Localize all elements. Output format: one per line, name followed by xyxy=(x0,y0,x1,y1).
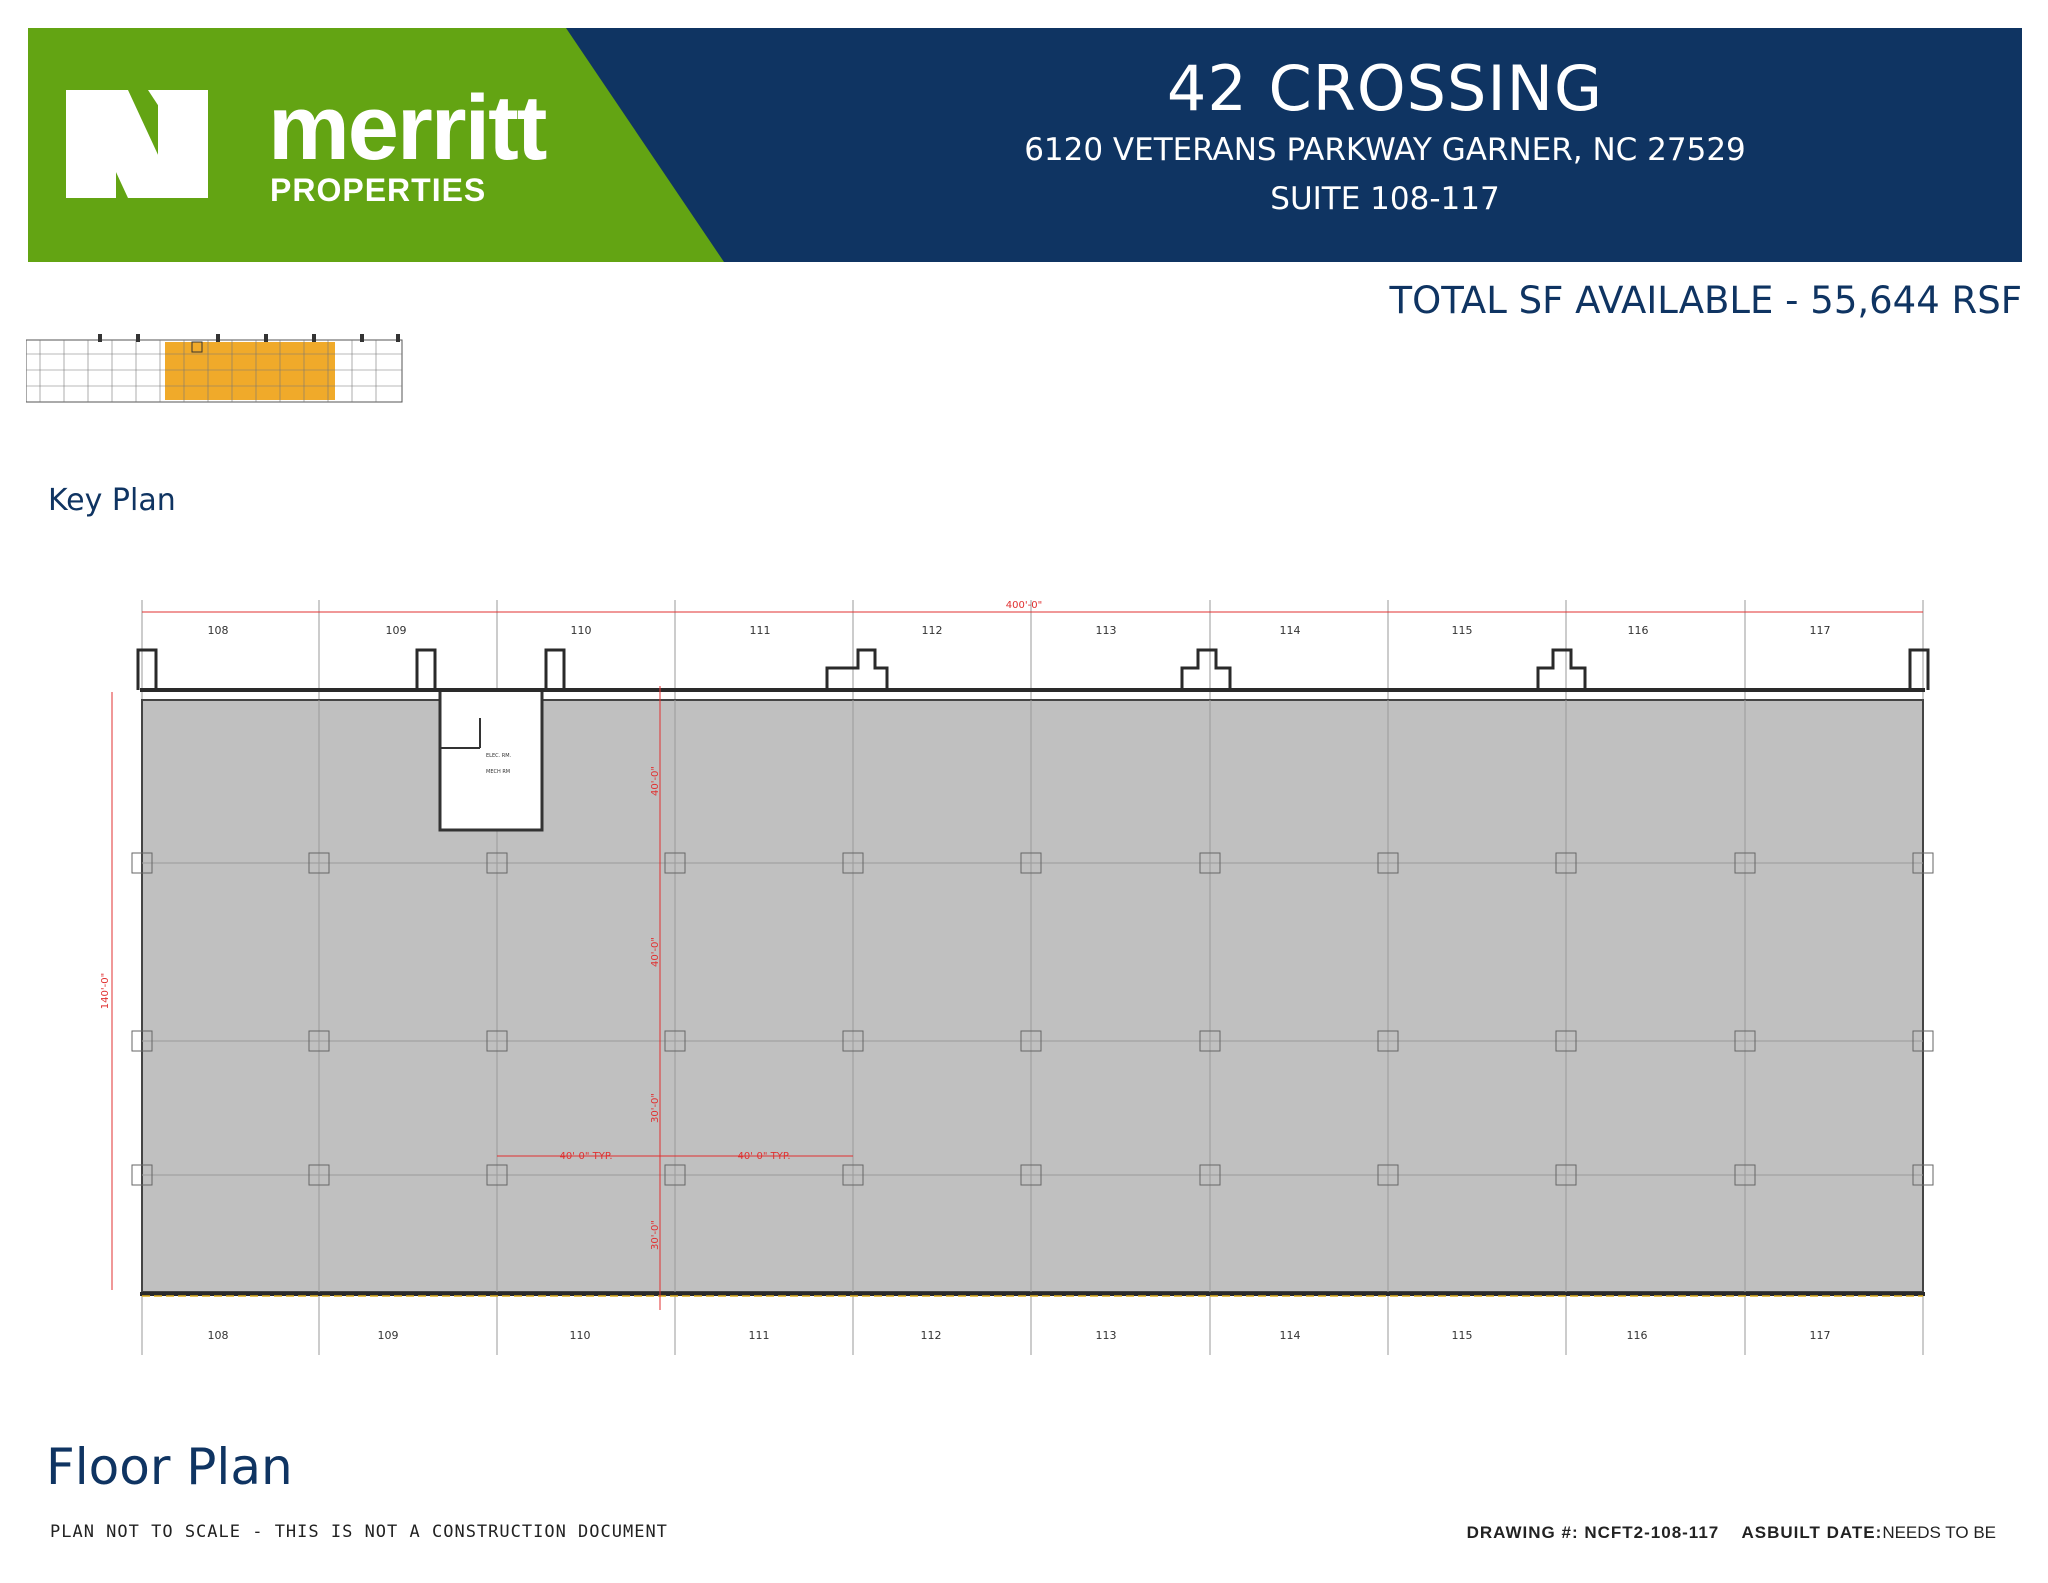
key-plan-thumbnail xyxy=(26,334,403,403)
room-label-mech: MECH RM xyxy=(486,769,510,775)
suite-label-bottom: 117 xyxy=(1810,1329,1831,1342)
suite-label-bottom: 112 xyxy=(921,1329,942,1342)
bay-dimension-b: 40'-0" xyxy=(650,937,661,967)
overall-width-dimension: 400'-0" xyxy=(1006,600,1042,611)
project-suite: SUITE 108-117 xyxy=(1270,181,1500,217)
suite-label-top: 115 xyxy=(1452,624,1473,637)
structural-columns xyxy=(131,852,1934,1186)
mech-electrical-room xyxy=(438,688,544,832)
suite-label-bottom: 109 xyxy=(378,1329,399,1342)
suite-label-top: 112 xyxy=(922,624,943,637)
suite-label-bottom: 115 xyxy=(1452,1329,1473,1342)
bay-dimension-d: 30'-0" xyxy=(650,1220,661,1250)
leasable-floor-area xyxy=(141,699,1924,1293)
key-plan-highlight xyxy=(165,342,335,400)
green-panel xyxy=(28,28,724,262)
drawing-info: DRAWING #: NCFT2-108-117 ASBUILT DATE:NE… xyxy=(1467,1524,1996,1541)
project-title: 42 CROSSING xyxy=(1166,52,1604,125)
suite-label-top: 116 xyxy=(1628,624,1649,637)
key-plan-stairs xyxy=(98,334,400,342)
suite-label-bottom: 110 xyxy=(570,1329,591,1342)
suite-label-bottom: 113 xyxy=(1096,1329,1117,1342)
dimension-lines xyxy=(111,611,1923,1310)
stair-towers xyxy=(136,648,1930,690)
project-address: 6120 VETERANS PARKWAY GARNER, NC 27529 xyxy=(1024,132,1746,168)
floor-plan-drawing: ELEC. RM. MECH RM 400'-0" 140'-0" 40'-0"… xyxy=(100,600,1934,1355)
suite-label-top: 113 xyxy=(1096,624,1117,637)
bay-dimension-a: 40'-0" xyxy=(650,766,661,796)
suite-label-top: 117 xyxy=(1810,624,1831,637)
asbuilt-date-label: ASBUILT DATE: xyxy=(1741,1523,1883,1542)
interior-gridlines xyxy=(142,700,1923,1292)
brand-subtitle: PROPERTIES xyxy=(270,172,487,208)
suite-label-bottom: 111 xyxy=(749,1329,770,1342)
total-sf-available: TOTAL SF AVAILABLE - 55,644 RSF xyxy=(1389,279,2022,322)
header-background xyxy=(28,28,2022,262)
floor-plan-title: Floor Plan xyxy=(46,1438,293,1496)
drawing-number: NCFT2-108-117 xyxy=(1584,1523,1720,1542)
suite-label-bottom: 116 xyxy=(1627,1329,1648,1342)
typical-dimension-1: 40'-0" TYP. xyxy=(559,1151,612,1162)
suite-label-bottom: 114 xyxy=(1280,1329,1301,1342)
asbuilt-date-value: NEEDS TO BE xyxy=(1882,1523,1996,1542)
key-plan-grid xyxy=(26,340,402,402)
suite-labels-top: 108 109 110 111 112 113 114 115 116 117 xyxy=(208,624,1831,637)
suite-label-top: 110 xyxy=(571,624,592,637)
typical-dimension-2: 40'-0" TYP. xyxy=(737,1151,790,1162)
merritt-logo-mark xyxy=(66,90,208,198)
suite-label-top: 111 xyxy=(750,624,771,637)
overall-depth-dimension: 140'-0" xyxy=(100,973,111,1009)
room-label-elec: ELEC. RM. xyxy=(486,753,512,759)
bay-dimension-c: 30'-0" xyxy=(650,1093,661,1123)
key-plan-title: Key Plan xyxy=(48,483,176,518)
drawing-number-label: DRAWING #: xyxy=(1466,1523,1579,1542)
suite-labels-bottom: 108 109 110 111 112 113 114 115 116 117 xyxy=(208,1329,1831,1342)
suite-label-top: 108 xyxy=(208,624,229,637)
suite-label-top: 114 xyxy=(1280,624,1301,637)
brand-name: merritt xyxy=(268,77,547,179)
suite-label-bottom: 108 xyxy=(208,1329,229,1342)
header-banner: merritt PROPERTIES 42 CROSSING 6120 VETE… xyxy=(28,28,2022,262)
disclaimer-text: PLAN NOT TO SCALE - THIS IS NOT A CONSTR… xyxy=(50,1522,668,1542)
suite-label-top: 109 xyxy=(386,624,407,637)
